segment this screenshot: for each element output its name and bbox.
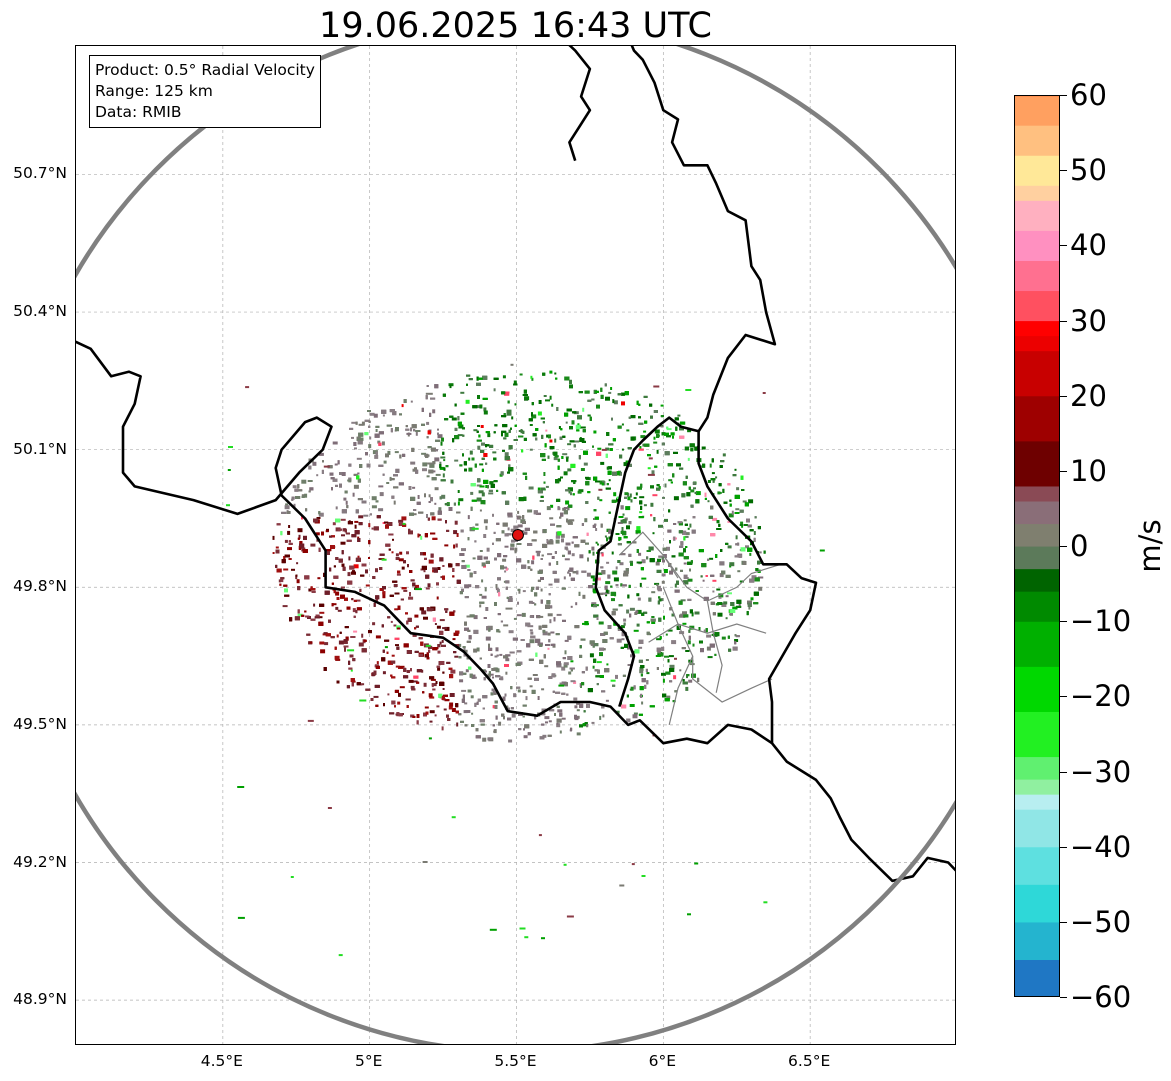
colorbar-tick-mark <box>1060 771 1067 773</box>
radar-map-canvas <box>76 46 955 1044</box>
colorbar-segment <box>1014 794 1060 810</box>
lat-tick-label: 50.4°N <box>13 302 67 321</box>
lat-tick-label: 49.5°N <box>13 714 67 733</box>
range-ring <box>76 46 955 1044</box>
colorbar-segment <box>1014 230 1060 261</box>
colorbar-segment <box>1014 95 1060 126</box>
country-borders <box>76 46 955 883</box>
colorbar-tick-label: 0 <box>1070 529 1089 563</box>
colorbar-tick-label: 60 <box>1070 78 1107 112</box>
colorbar-segment <box>1014 711 1060 758</box>
lat-tick-label: 50.1°N <box>13 439 67 458</box>
colorbar-segment <box>1014 320 1060 337</box>
colorbar-tick-mark <box>1060 320 1067 322</box>
admin-boundaries <box>618 531 781 726</box>
colorbar-tick-mark <box>1060 846 1067 848</box>
colorbar-segment <box>1014 621 1060 667</box>
colorbar-tick-mark <box>1060 621 1067 623</box>
colorbar-segment <box>1014 809 1060 848</box>
info-product: Product: 0.5° Radial Velocity <box>95 61 315 79</box>
colorbar-segment <box>1014 125 1060 156</box>
colorbar-tick-mark <box>1060 997 1067 998</box>
colorbar-segment <box>1014 395 1060 442</box>
colorbar-frame <box>1014 95 1060 997</box>
lat-tick-label: 48.9°N <box>13 990 67 1009</box>
gridlines <box>76 46 955 1044</box>
admin-boundary <box>648 623 767 643</box>
colorbar-segment <box>1014 666 1060 712</box>
admin-boundary <box>662 587 694 726</box>
range-ring-circle <box>76 46 955 1044</box>
colorbar-tick-mark <box>1060 470 1067 472</box>
colorbar-tick-mark <box>1060 245 1067 247</box>
colorbar-scale <box>1014 95 1060 997</box>
colorbar-segment <box>1014 523 1060 547</box>
country-border <box>76 340 955 883</box>
colorbar-segment <box>1014 884 1060 923</box>
colorbar-segment <box>1014 200 1060 231</box>
colorbar-segment <box>1014 500 1060 525</box>
velocity-echoes <box>226 363 825 957</box>
colorbar-tick-mark <box>1060 696 1067 698</box>
colorbar-tick-mark <box>1060 95 1067 96</box>
colorbar-tick-mark <box>1060 395 1067 397</box>
colorbar-tick-label: −20 <box>1070 679 1132 714</box>
admin-boundary <box>706 600 723 693</box>
admin-boundary <box>618 531 679 579</box>
colorbar-tick-mark <box>1060 921 1067 923</box>
colorbar-segment <box>1014 568 1060 592</box>
lon-tick-label: 6.5°E <box>788 1052 831 1070</box>
colorbar-tick-label: −60 <box>1070 980 1132 1014</box>
map-title: 19.06.2025 16:43 UTC <box>319 6 712 46</box>
country-border <box>630 46 777 433</box>
colorbar-tick-label: −40 <box>1070 829 1132 864</box>
colorbar-segment <box>1014 591 1060 622</box>
colorbar-tick-label: −30 <box>1070 754 1132 789</box>
country-border <box>568 46 592 162</box>
colorbar-segment <box>1014 846 1060 885</box>
radar-map-panel[interactable]: Product: 0.5° Radial Velocity Range: 125… <box>75 45 956 1045</box>
colorbar-segment <box>1014 290 1060 322</box>
colorbar-segment <box>1014 485 1060 502</box>
colorbar-tick-label: 20 <box>1070 378 1107 413</box>
colorbar-segment <box>1014 350 1060 397</box>
colorbar-tick-label: −10 <box>1070 604 1132 639</box>
colorbar-segment <box>1014 95 1060 97</box>
colorbar-segment <box>1014 546 1060 570</box>
admin-boundary <box>662 554 781 602</box>
admin-boundary <box>692 656 773 703</box>
colorbar-segment <box>1014 260 1060 292</box>
lon-tick-label: 4.5°E <box>200 1052 243 1070</box>
lon-tick-label: 5.5°E <box>494 1052 537 1070</box>
colorbar-tick-label: 10 <box>1070 453 1107 488</box>
colorbar-tick-mark <box>1060 546 1067 547</box>
colorbar-segment <box>1014 779 1060 795</box>
radar-site-marker <box>511 528 524 541</box>
radar-site-dot <box>511 528 524 541</box>
colorbar-unit-label: m/s <box>1133 519 1167 573</box>
colorbar-tick-label: 40 <box>1070 228 1107 263</box>
info-data: Data: RMIB <box>95 103 182 121</box>
lat-tick-label: 49.2°N <box>13 852 67 871</box>
lon-tick-label: 6°E <box>648 1052 677 1070</box>
colorbar-segment <box>1014 756 1060 780</box>
colorbar-tick-label: 50 <box>1070 153 1107 188</box>
country-border <box>594 416 818 744</box>
info-range: Range: 125 km <box>95 82 213 100</box>
colorbar-segment <box>1014 335 1060 352</box>
colorbar-segment <box>1014 440 1060 487</box>
product-info-box: Product: 0.5° Radial Velocity Range: 125… <box>89 55 321 128</box>
colorbar-tick-mark <box>1060 170 1067 172</box>
lat-tick-label: 49.8°N <box>13 577 67 596</box>
lon-tick-label: 5°E <box>354 1052 383 1070</box>
lat-tick-label: 50.7°N <box>13 164 67 183</box>
colorbar-segment <box>1014 921 1060 961</box>
colorbar-tick-label: −50 <box>1070 904 1132 939</box>
colorbar-tick-label: 30 <box>1070 303 1107 338</box>
colorbar-segment <box>1014 959 1060 997</box>
colorbar-segment <box>1014 185 1060 201</box>
colorbar-segment <box>1014 155 1060 186</box>
